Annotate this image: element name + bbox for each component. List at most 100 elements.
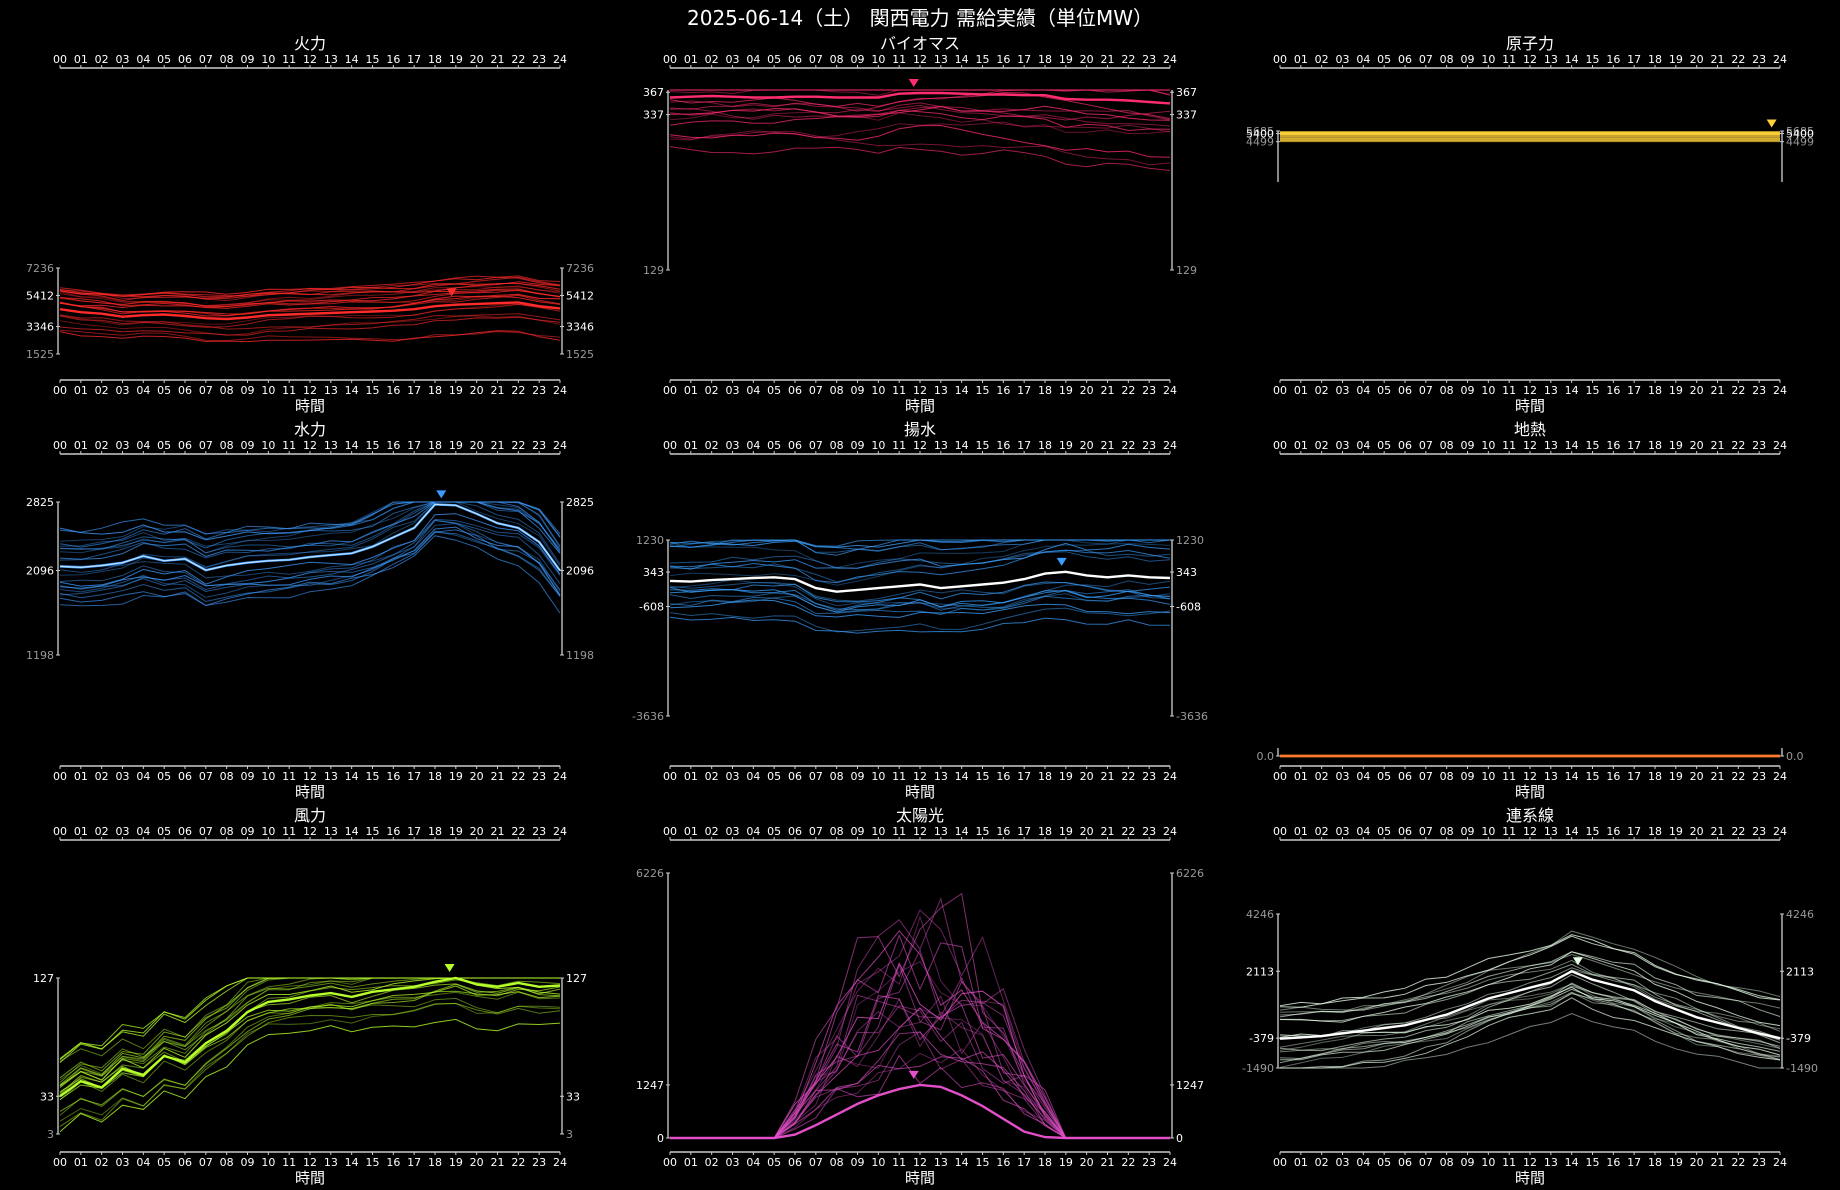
x-tick-label: 16 [386, 825, 400, 838]
x-tick-label: 06 [1398, 53, 1412, 66]
x-tick-label: 20 [470, 770, 484, 783]
x-tick-label: 15 [366, 1156, 380, 1169]
x-tick-label: 10 [261, 1156, 275, 1169]
x-tick-label: 10 [871, 384, 885, 397]
x-tick-label: 02 [95, 384, 109, 397]
series-line-today [1279, 969, 1781, 1040]
y-tick-label-right: -608 [1176, 600, 1201, 613]
x-tick-label: 23 [532, 439, 546, 452]
y-tick-label-left: 2096 [26, 565, 54, 578]
x-tick-label: 22 [1121, 770, 1135, 783]
series-line-history [1279, 935, 1781, 1008]
x-tick-label: 05 [157, 53, 171, 66]
x-tick-label: 12 [1523, 384, 1537, 397]
x-tick-label: 23 [1142, 439, 1156, 452]
x-tick-label: 15 [1586, 53, 1600, 66]
x-tick-label: 10 [871, 53, 885, 66]
x-tick-label: 19 [1059, 53, 1073, 66]
x-tick-label: 18 [428, 825, 442, 838]
x-tick-label: 16 [1606, 825, 1620, 838]
x-tick-label: 22 [511, 384, 525, 397]
x-tick-label: 14 [1565, 770, 1579, 783]
series-line-history [1279, 930, 1781, 1014]
peak-marker [436, 490, 447, 499]
x-tick-label: 22 [1121, 439, 1135, 452]
x-tick-label: 09 [1461, 384, 1475, 397]
series-line-history [59, 523, 561, 592]
series-line-history [669, 109, 1171, 132]
x-tick-label: 15 [1586, 1156, 1600, 1169]
y-tick-label-left: 1247 [636, 1079, 664, 1092]
series-line-history [1279, 986, 1781, 1056]
x-tick-label: 15 [976, 770, 990, 783]
x-tick-label: 21 [491, 825, 505, 838]
x-axis-label: 時間 [1515, 783, 1545, 801]
series-line-history [669, 581, 1171, 602]
series-line-history [59, 526, 561, 596]
x-tick-label: 19 [1059, 439, 1073, 452]
x-tick-label: 23 [532, 53, 546, 66]
x-tick-label: 10 [871, 439, 885, 452]
y-tick-label-right: 129 [1176, 264, 1197, 277]
x-tick-label: 13 [324, 825, 338, 838]
x-tick-label: 15 [1586, 439, 1600, 452]
series-line-history [59, 501, 561, 535]
x-tick-label: 24 [553, 439, 567, 452]
x-tick-label: 04 [746, 825, 760, 838]
x-tick-label: 05 [1377, 770, 1391, 783]
x-tick-label: 18 [1648, 384, 1662, 397]
x-tick-label: 04 [136, 825, 150, 838]
x-tick-label: 21 [1711, 384, 1725, 397]
series-line-history [59, 303, 561, 328]
x-tick-label: 15 [366, 53, 380, 66]
series-line-history [669, 105, 1171, 121]
x-tick-label: 23 [532, 1156, 546, 1169]
x-tick-label: 17 [1627, 384, 1641, 397]
x-tick-label: 21 [1711, 439, 1725, 452]
x-tick-label: 01 [1294, 825, 1308, 838]
x-tick-label: 14 [345, 1156, 359, 1169]
x-tick-label: 09 [241, 439, 255, 452]
x-tick-label: 07 [199, 825, 213, 838]
x-tick-label: 00 [1273, 825, 1287, 838]
y-tick-label-left: 1198 [26, 649, 54, 662]
x-tick-label: 18 [428, 439, 442, 452]
x-tick-label: 11 [282, 770, 296, 783]
x-tick-label: 19 [1059, 770, 1073, 783]
series-line-today [669, 91, 1171, 105]
x-tick-label: 07 [809, 53, 823, 66]
x-tick-label: 14 [955, 53, 969, 66]
y-tick-label-left: 127 [33, 972, 54, 985]
x-tick-label: 09 [1461, 53, 1475, 66]
series-line-history [670, 997, 1170, 1139]
x-tick-label: 23 [1142, 384, 1156, 397]
x-tick-label: 05 [767, 439, 781, 452]
x-tick-label: 16 [386, 439, 400, 452]
x-tick-label: 08 [1440, 439, 1454, 452]
x-tick-label: 05 [157, 825, 171, 838]
x-tick-label: 15 [1586, 825, 1600, 838]
series-line-history [669, 583, 1171, 608]
x-tick-label: 09 [241, 53, 255, 66]
x-tick-label: 20 [1080, 770, 1094, 783]
x-tick-label: 17 [407, 825, 421, 838]
x-tick-label: 24 [553, 770, 567, 783]
x-tick-label: 05 [157, 384, 171, 397]
x-tick-label: 01 [74, 439, 88, 452]
x-tick-label: 07 [1419, 1156, 1433, 1169]
x-tick-label: 22 [1121, 1156, 1135, 1169]
y-tick-label-right: 2825 [566, 496, 594, 509]
series-line-history [669, 105, 1171, 121]
x-tick-label: 24 [1773, 439, 1787, 452]
x-tick-label: 24 [1773, 770, 1787, 783]
x-tick-label: 02 [705, 384, 719, 397]
y-tick-label-right: 1230 [1176, 534, 1204, 547]
x-tick-label: 19 [449, 825, 463, 838]
x-tick-label: 18 [1038, 770, 1052, 783]
x-tick-label: 02 [1315, 53, 1329, 66]
x-tick-label: 20 [470, 825, 484, 838]
series-line-history [59, 282, 561, 297]
x-tick-label: 06 [1398, 1156, 1412, 1169]
x-tick-label: 17 [1627, 825, 1641, 838]
x-tick-label: 03 [1336, 770, 1350, 783]
